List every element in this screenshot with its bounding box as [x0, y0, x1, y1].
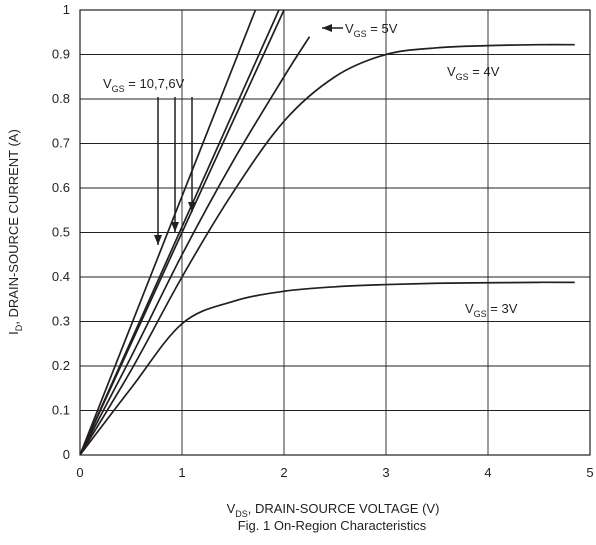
x-tick-label: 3 — [382, 465, 389, 480]
x-tick-label: 0 — [76, 465, 83, 480]
y-tick-label: 0.2 — [52, 358, 70, 373]
arrow-vgs-5-head — [322, 24, 332, 32]
arrow-vgs-7-head — [171, 222, 179, 232]
series-line-vgs3 — [80, 281, 575, 455]
y-tick-label: 0.6 — [52, 180, 70, 195]
y-axis-label: ID, DRAIN-SOURCE CURRENT (A) — [6, 129, 24, 335]
x-tick-label: 4 — [484, 465, 491, 480]
figure-caption: Fig. 1 On-Region Characteristics — [238, 518, 427, 533]
annotation-arrows — [154, 24, 343, 245]
y-tick-label: 1 — [63, 2, 70, 17]
grid — [80, 10, 590, 455]
series-line-vgs5 — [80, 36, 311, 455]
y-tick-label: 0.4 — [52, 269, 70, 284]
series-line-vgs10 — [80, 10, 257, 455]
annotation-vgs-3v: VGS = 3V — [465, 301, 518, 319]
arrow-vgs-10-head — [154, 235, 162, 245]
x-tick-label: 5 — [586, 465, 593, 480]
x-axis-label: VDS, DRAIN-SOURCE VOLTAGE (V) — [227, 501, 440, 519]
y-tick-label: 0 — [63, 447, 70, 462]
x-tick-label: 2 — [280, 465, 287, 480]
y-tick-label: 0.7 — [52, 136, 70, 151]
y-tick-label: 0.8 — [52, 91, 70, 106]
annotation-vgs-4v: VGS = 4V — [447, 64, 500, 82]
plot-frame — [79, 9, 591, 456]
y-tick-label: 0.1 — [52, 403, 70, 418]
annotation-vgs-5v: VGS = 5V — [345, 21, 398, 39]
x-tick-label: 1 — [178, 465, 185, 480]
arrow-vgs-6-head — [188, 202, 196, 212]
annotation-vgs-10-7-6v: VGS = 10,7,6V — [103, 76, 185, 94]
y-tick-label: 0.9 — [52, 47, 70, 62]
y-tick-label: 0.5 — [52, 225, 70, 240]
series-line-vgs4 — [80, 43, 575, 455]
series-line-vgs6 — [80, 10, 285, 455]
series-group — [80, 10, 575, 455]
tick-labels: 0 1 2 3 4 5 0 0.1 0.2 0.3 0.4 0.5 0.6 0.7 0.8 0.9 1 — [52, 2, 594, 480]
y-tick-label: 0.3 — [52, 314, 70, 329]
